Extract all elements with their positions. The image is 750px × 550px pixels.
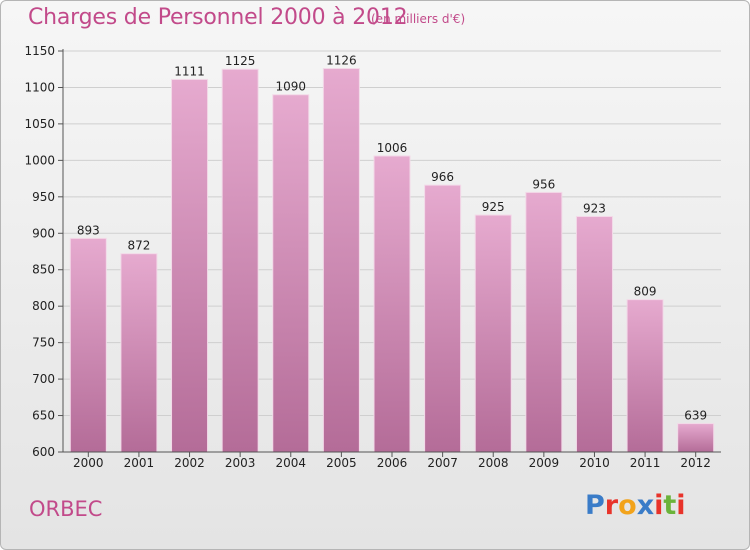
x-tick-label: 2000 — [73, 456, 104, 470]
bar-2000 — [69, 237, 107, 453]
logo-letter: P — [585, 490, 605, 521]
y-tick-label: 1100 — [24, 80, 55, 94]
value-label: 966 — [431, 170, 454, 184]
bar-2006 — [373, 155, 411, 453]
value-label: 925 — [482, 200, 505, 214]
y-tick-label: 1050 — [24, 117, 55, 131]
value-label: 1090 — [275, 80, 306, 94]
y-tick-label: 950 — [32, 190, 55, 204]
x-tick-label: 2006 — [377, 456, 408, 470]
x-tick-label: 2004 — [275, 456, 306, 470]
value-label: 1126 — [326, 53, 357, 67]
y-tick-label: 900 — [32, 226, 55, 240]
y-tick-label: 1150 — [24, 44, 55, 58]
value-label: 872 — [127, 239, 150, 253]
value-label: 1111 — [174, 64, 205, 78]
y-tick-label: 850 — [32, 263, 55, 277]
x-tick-label: 2011 — [630, 456, 661, 470]
labels: 600 650 700 750 800 850 900 950 1000 1050 1100 1150… — [24, 44, 711, 470]
bar-2007 — [424, 184, 462, 453]
x-tick-label: 2003 — [225, 456, 256, 470]
x-tick-label: 2002 — [174, 456, 205, 470]
bar-2001 — [120, 253, 158, 453]
x-tick-label: 2010 — [579, 456, 610, 470]
bar-2012 — [677, 423, 715, 453]
y-tick-label: 600 — [32, 445, 55, 459]
bar-2002 — [171, 78, 209, 453]
x-tick-label: 2009 — [529, 456, 560, 470]
bar-2003 — [221, 68, 259, 453]
axes — [58, 49, 721, 457]
x-tick-label: 2005 — [326, 456, 357, 470]
logo-letter: i — [676, 490, 686, 521]
bar-2005 — [322, 67, 360, 453]
logo-letter: t — [663, 490, 677, 521]
chart-subtitle: (en milliers d'€) — [371, 12, 466, 26]
bar-2008 — [474, 214, 512, 453]
logo-letter: i — [654, 490, 664, 521]
bar-2009 — [525, 191, 563, 453]
y-tick-label: 800 — [32, 299, 55, 313]
x-tick-label: 2012 — [680, 456, 711, 470]
y-tick-label: 750 — [32, 336, 55, 350]
bar-2010 — [575, 216, 613, 453]
value-label: 893 — [77, 223, 100, 237]
logo-letter: o — [618, 490, 637, 521]
y-tick-label: 650 — [32, 409, 55, 423]
commune-name: ORBEC — [29, 497, 103, 521]
value-label: 923 — [583, 202, 606, 216]
y-tick-label: 700 — [32, 372, 55, 386]
bar-2011 — [626, 299, 664, 453]
value-label: 1125 — [225, 54, 256, 68]
bars — [69, 67, 715, 453]
logo-letter: x — [636, 490, 655, 521]
value-label: 1006 — [377, 141, 408, 155]
y-tick-label: 1000 — [24, 153, 55, 167]
proxiti-logo[interactable]: Proxiti — [585, 490, 686, 521]
bar-2004 — [272, 94, 310, 453]
x-tick-label: 2008 — [478, 456, 509, 470]
value-label: 809 — [634, 285, 657, 299]
x-tick-label: 2001 — [124, 456, 155, 470]
value-label: 956 — [532, 177, 555, 191]
value-label: 639 — [684, 409, 707, 423]
chart-title: Charges de Personnel 2000 à 2012 — [28, 5, 408, 30]
x-tick-label: 2007 — [427, 456, 458, 470]
logo-letter: r — [604, 490, 619, 521]
